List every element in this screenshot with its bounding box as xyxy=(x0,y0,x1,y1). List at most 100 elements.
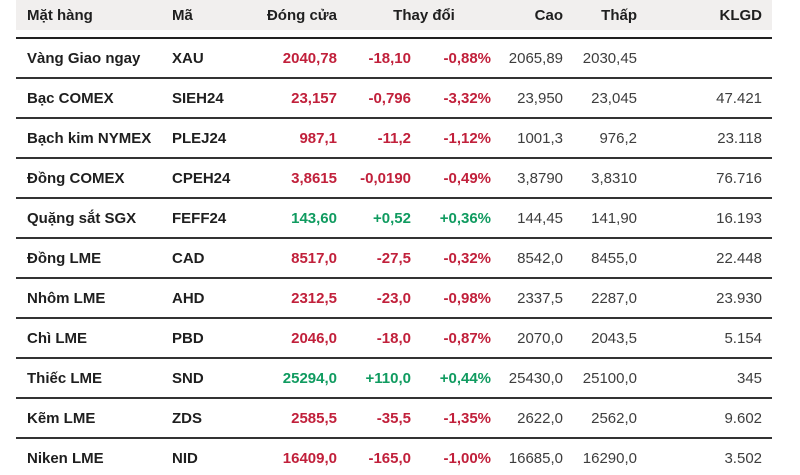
change-value: -0,0190 xyxy=(347,158,421,199)
change-value: +0,52 xyxy=(347,198,421,239)
change-percent: -0,49% xyxy=(421,158,502,199)
table-row: Bạc COMEX SIEH24 23,157 -0,796 -3,32% 23… xyxy=(16,78,773,119)
table-row: Chì LME PBD 2046,0 -18,0 -0,87% 2070,0 2… xyxy=(16,318,773,359)
high-price: 8542,0 xyxy=(501,238,574,279)
close-price: 2585,5 xyxy=(257,398,347,439)
low-price: 2287,0 xyxy=(573,278,648,319)
volume: 3.502 xyxy=(647,438,773,475)
commodity-code: CAD xyxy=(161,238,257,279)
commodity-price-table: Mặt hàng Mã Đóng cửa Thay đổi Cao Thấp K… xyxy=(16,0,773,475)
change-value: -18,0 xyxy=(347,318,421,359)
table-row: Kẽm LME ZDS 2585,5 -35,5 -1,35% 2622,0 2… xyxy=(16,398,773,439)
close-price: 2312,5 xyxy=(257,278,347,319)
close-price: 143,60 xyxy=(257,198,347,239)
high-price: 1001,3 xyxy=(501,118,574,159)
col-header-volume: KLGD xyxy=(647,0,773,39)
change-value: -27,5 xyxy=(347,238,421,279)
table-row: Đồng LME CAD 8517,0 -27,5 -0,32% 8542,0 … xyxy=(16,238,773,279)
low-price: 16290,0 xyxy=(573,438,648,475)
change-percent: +0,44% xyxy=(421,358,502,399)
commodity-code: ZDS xyxy=(161,398,257,439)
change-percent: -1,00% xyxy=(421,438,502,475)
commodity-name: Bạch kim NYMEX xyxy=(16,118,161,159)
low-price: 8455,0 xyxy=(573,238,648,279)
change-percent: +0,36% xyxy=(421,198,502,239)
commodity-code: PBD xyxy=(161,318,257,359)
volume: 76.716 xyxy=(647,158,773,199)
commodity-name: Kẽm LME xyxy=(16,398,161,439)
volume xyxy=(647,38,773,79)
col-header-close: Đóng cửa xyxy=(257,0,347,39)
change-percent: -0,87% xyxy=(421,318,502,359)
table-row: Vàng Giao ngay XAU 2040,78 -18,10 -0,88%… xyxy=(16,38,773,79)
close-price: 16409,0 xyxy=(257,438,347,475)
table-row: Đồng COMEX CPEH24 3,8615 -0,0190 -0,49% … xyxy=(16,158,773,199)
change-value: -18,10 xyxy=(347,38,421,79)
low-price: 2030,45 xyxy=(573,38,648,79)
commodity-name: Đồng COMEX xyxy=(16,158,161,199)
commodity-name: Thiếc LME xyxy=(16,358,161,399)
volume: 23.930 xyxy=(647,278,773,319)
table-row: Thiếc LME SND 25294,0 +110,0 +0,44% 2543… xyxy=(16,358,773,399)
volume: 47.421 xyxy=(647,78,773,119)
change-value: -23,0 xyxy=(347,278,421,319)
close-price: 8517,0 xyxy=(257,238,347,279)
volume: 22.448 xyxy=(647,238,773,279)
volume: 23.118 xyxy=(647,118,773,159)
commodity-code: CPEH24 xyxy=(161,158,257,199)
high-price: 2622,0 xyxy=(501,398,574,439)
col-header-commodity: Mặt hàng xyxy=(16,0,161,39)
close-price: 25294,0 xyxy=(257,358,347,399)
high-price: 2065,89 xyxy=(501,38,574,79)
table-row: Nhôm LME AHD 2312,5 -23,0 -0,98% 2337,5 … xyxy=(16,278,773,319)
low-price: 23,045 xyxy=(573,78,648,119)
header-row: Mặt hàng Mã Đóng cửa Thay đổi Cao Thấp K… xyxy=(16,0,773,39)
high-price: 25430,0 xyxy=(501,358,574,399)
table-row: Quặng sắt SGX FEFF24 143,60 +0,52 +0,36%… xyxy=(16,198,773,239)
close-price: 2040,78 xyxy=(257,38,347,79)
commodity-name: Bạc COMEX xyxy=(16,78,161,119)
commodity-code: SIEH24 xyxy=(161,78,257,119)
commodity-code: PLEJ24 xyxy=(161,118,257,159)
col-header-code: Mã xyxy=(161,0,257,39)
high-price: 3,8790 xyxy=(501,158,574,199)
high-price: 16685,0 xyxy=(501,438,574,475)
volume: 16.193 xyxy=(647,198,773,239)
col-header-change: Thay đổi xyxy=(347,0,502,39)
commodity-name: Chì LME xyxy=(16,318,161,359)
commodity-name: Quặng sắt SGX xyxy=(16,198,161,239)
low-price: 25100,0 xyxy=(573,358,648,399)
commodity-code: NID xyxy=(161,438,257,475)
high-price: 144,45 xyxy=(501,198,574,239)
close-price: 2046,0 xyxy=(257,318,347,359)
commodity-code: SND xyxy=(161,358,257,399)
change-value: -35,5 xyxy=(347,398,421,439)
commodity-code: AHD xyxy=(161,278,257,319)
commodity-name: Vàng Giao ngay xyxy=(16,38,161,79)
commodity-name: Đồng LME xyxy=(16,238,161,279)
high-price: 2070,0 xyxy=(501,318,574,359)
low-price: 2562,0 xyxy=(573,398,648,439)
close-price: 3,8615 xyxy=(257,158,347,199)
change-value: -11,2 xyxy=(347,118,421,159)
change-value: -165,0 xyxy=(347,438,421,475)
table-row: Bạch kim NYMEX PLEJ24 987,1 -11,2 -1,12%… xyxy=(16,118,773,159)
table-body: Vàng Giao ngay XAU 2040,78 -18,10 -0,88%… xyxy=(16,38,773,475)
table-row: Niken LME NID 16409,0 -165,0 -1,00% 1668… xyxy=(16,438,773,475)
change-percent: -0,88% xyxy=(421,38,502,79)
col-header-low: Thấp xyxy=(573,0,648,39)
close-price: 987,1 xyxy=(257,118,347,159)
change-percent: -1,35% xyxy=(421,398,502,439)
change-percent: -1,12% xyxy=(421,118,502,159)
close-price: 23,157 xyxy=(257,78,347,119)
commodity-code: XAU xyxy=(161,38,257,79)
change-value: -0,796 xyxy=(347,78,421,119)
commodity-name: Niken LME xyxy=(16,438,161,475)
volume: 9.602 xyxy=(647,398,773,439)
volume: 345 xyxy=(647,358,773,399)
high-price: 2337,5 xyxy=(501,278,574,319)
low-price: 141,90 xyxy=(573,198,648,239)
low-price: 3,8310 xyxy=(573,158,648,199)
low-price: 2043,5 xyxy=(573,318,648,359)
commodity-name: Nhôm LME xyxy=(16,278,161,319)
